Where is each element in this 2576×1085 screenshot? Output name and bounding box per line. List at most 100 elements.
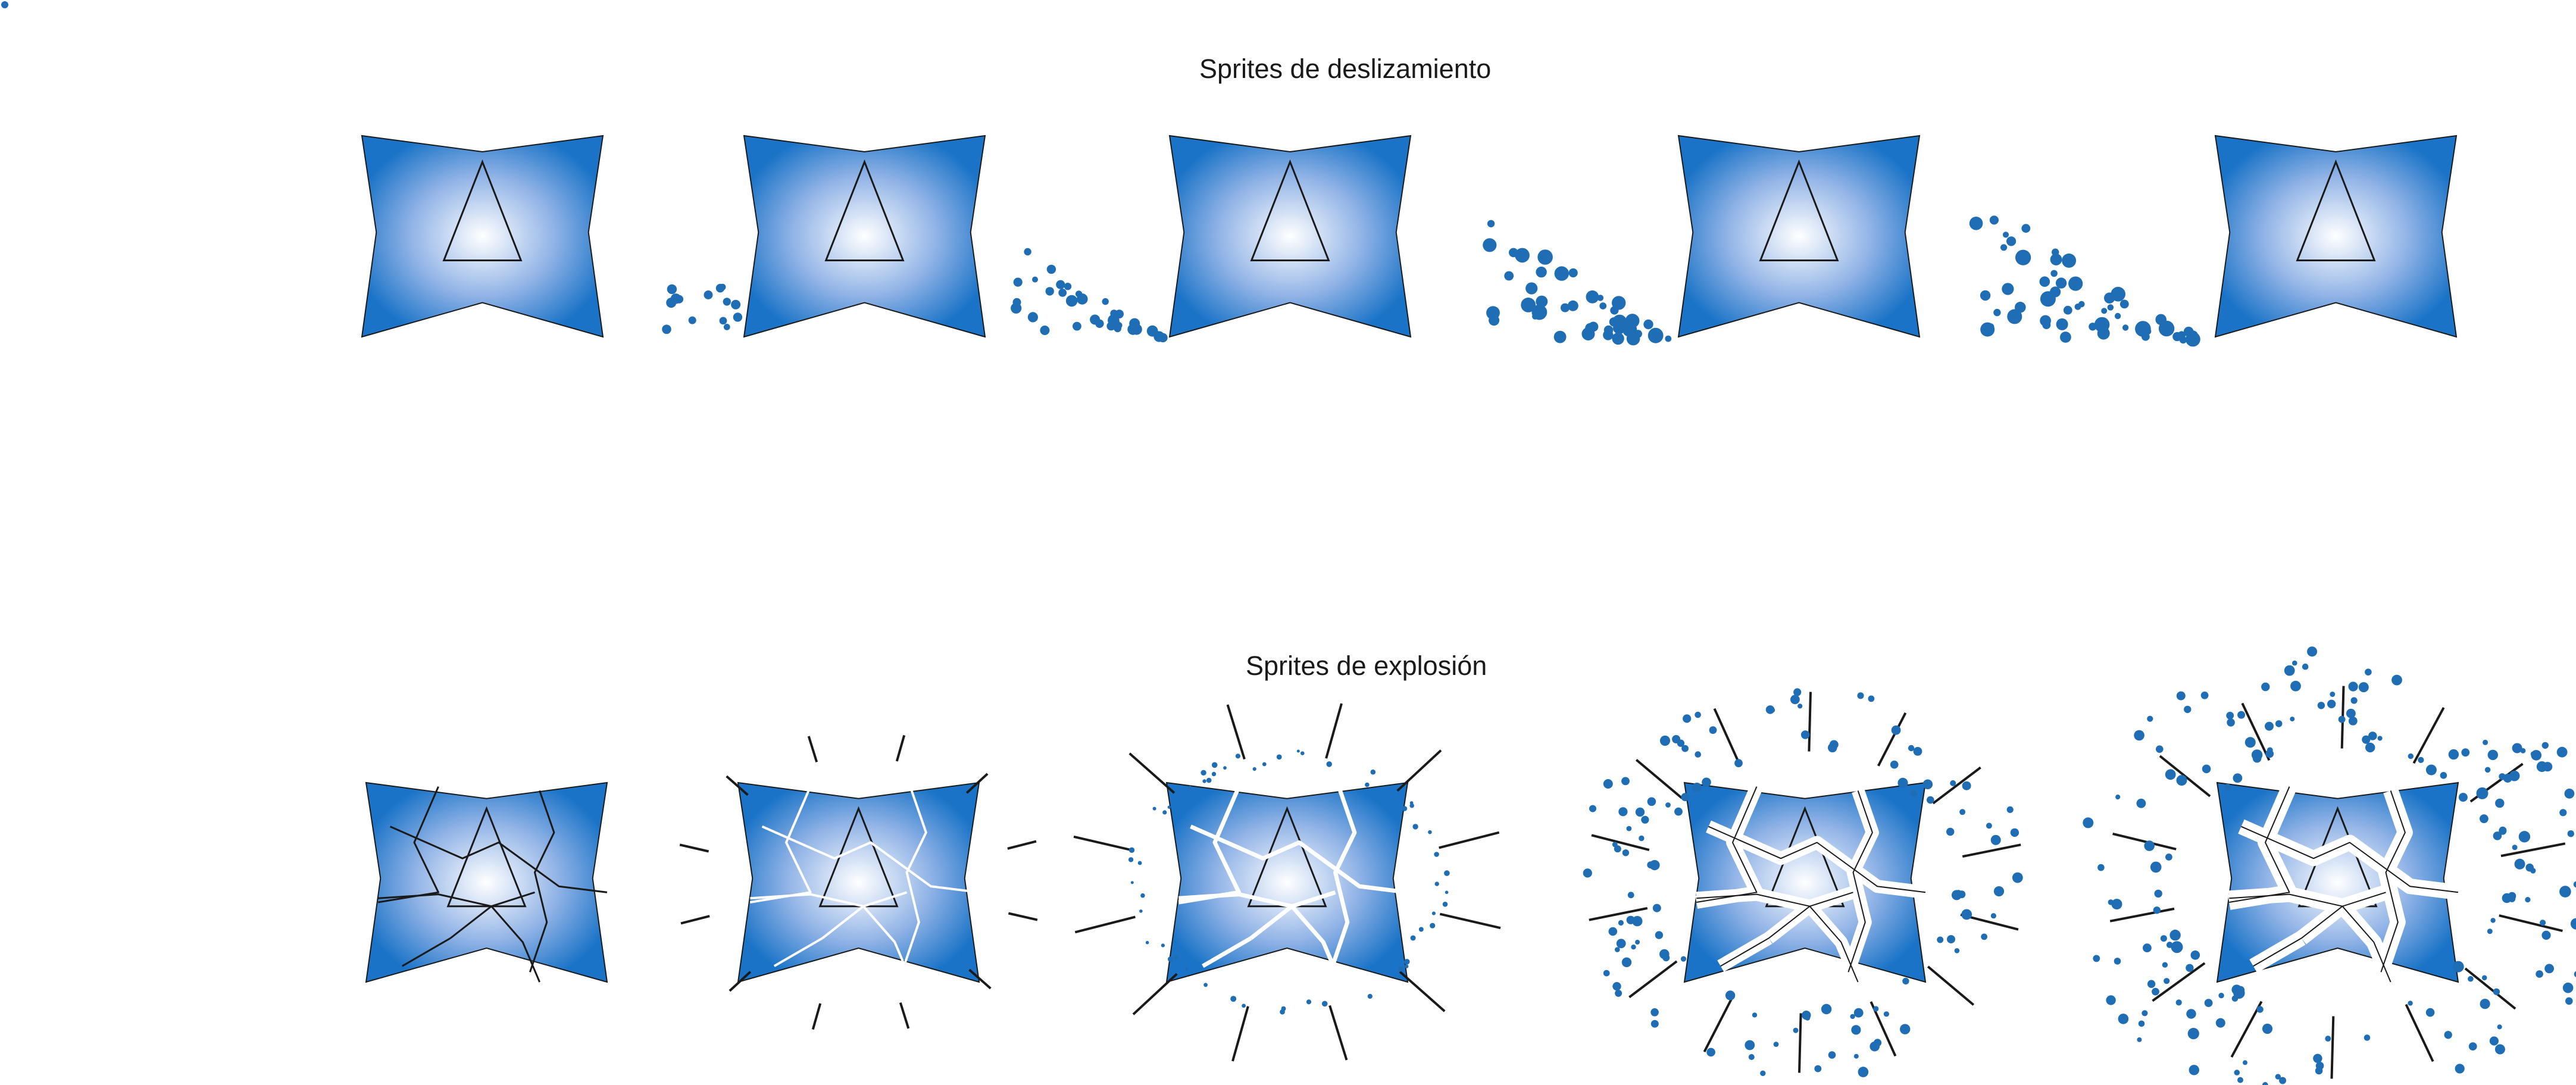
dust-particle-icon	[2101, 308, 2108, 314]
dust-particle-icon	[662, 324, 671, 334]
blast-line-icon	[679, 843, 709, 853]
blast-line-icon	[1399, 971, 1446, 1012]
dust-particle-icon	[2189, 1065, 2199, 1075]
dust-particle-icon	[1434, 852, 1439, 857]
dust-particle-icon	[1647, 327, 1664, 343]
dust-particle-icon	[2237, 1077, 2243, 1083]
dust-particle-icon	[1046, 264, 1056, 274]
dust-particle-icon	[2574, 971, 2576, 977]
crack-line	[402, 937, 451, 967]
dust-particle-icon	[1568, 268, 1578, 278]
dust-particle-icon	[1734, 759, 1743, 768]
dust-particle-icon	[2074, 304, 2081, 310]
dust-particle-icon	[1706, 1048, 1715, 1057]
dust-particle-icon	[1626, 915, 1635, 924]
dust-particle-icon	[1252, 767, 1256, 771]
dust-particle-icon	[2262, 1023, 2273, 1034]
cushion-sprite-with-triangle-icon	[1165, 781, 1409, 983]
dust-particle-icon	[2224, 783, 2231, 790]
dust-particle-icon	[1748, 1054, 1755, 1060]
dust-particle-icon	[2118, 1014, 2129, 1024]
dust-particle-icon	[2244, 737, 2256, 748]
dust-particle-icon	[667, 284, 677, 295]
dust-particle-icon	[1922, 779, 1933, 790]
dust-particle-icon	[1695, 751, 1701, 758]
dust-particle-icon	[2362, 735, 2371, 744]
blast-line-icon	[965, 773, 989, 794]
dust-particle-icon	[1961, 909, 1972, 920]
dust-particle-icon	[2338, 715, 2346, 723]
sprite-body	[1677, 135, 1921, 338]
dust-particle-icon	[1115, 309, 1124, 318]
dust-particle-icon	[2570, 918, 2576, 930]
dust-particle-icon	[1058, 289, 1067, 297]
dust-particle-icon	[1203, 983, 1208, 987]
dust-particle-icon	[2184, 705, 2192, 714]
dust-particle-icon	[2365, 742, 2375, 753]
dust-particle-icon	[2408, 753, 2414, 759]
blast-line-icon	[726, 775, 749, 796]
dust-particle-icon	[1109, 323, 1116, 330]
dust-particle-icon	[1993, 886, 2005, 897]
dust-particle-icon	[1431, 911, 1436, 915]
dust-particle-icon	[2021, 224, 2031, 233]
dust-particle-icon	[2200, 691, 2209, 699]
dust-particle-icon	[2055, 277, 2067, 289]
cushion-sprite-with-triangle-icon	[2214, 135, 2458, 338]
dust-particle-icon	[1612, 332, 1624, 345]
dust-particle-icon	[2440, 772, 2447, 779]
dust-particle-icon	[2512, 743, 2522, 753]
dust-particle-icon	[2377, 736, 2383, 741]
dust-particle-icon	[1980, 322, 1995, 337]
dust-particle-icon	[2039, 276, 2050, 287]
dust-particle-icon	[1850, 1014, 1855, 1020]
blast-line-icon	[1074, 915, 1136, 934]
cushion-sprite-with-triangle-icon	[361, 135, 604, 338]
dust-particle-icon	[2480, 814, 2489, 823]
dust-particle-icon	[1367, 993, 1373, 999]
dust-particle-icon	[1056, 280, 1065, 289]
dust-particle-icon	[1586, 290, 1599, 304]
sprite-body	[737, 781, 980, 983]
dust-particle-icon	[2290, 680, 2301, 692]
dust-particle-icon	[2458, 793, 2468, 802]
dust-particle-icon	[2111, 286, 2125, 302]
blast-line-icon	[1962, 843, 2021, 858]
dust-particle-icon	[1805, 1015, 1811, 1021]
dust-particle-icon	[2499, 827, 2507, 835]
dust-particle-icon	[2512, 845, 2518, 851]
sprite-body	[1168, 135, 1412, 338]
dust-particle-icon	[1296, 749, 1300, 753]
dust-particle-icon	[1428, 830, 1432, 834]
dust-particle-icon	[2541, 742, 2549, 749]
dust-particle-icon	[2152, 987, 2159, 996]
crack-line	[1190, 824, 1408, 895]
dust-particle-icon	[2162, 962, 2168, 968]
dust-particle-icon	[1276, 754, 1282, 760]
dust-particle-icon	[1281, 1006, 1286, 1011]
dust-particle-icon	[2391, 674, 2402, 686]
blast-line-icon	[1396, 749, 1442, 792]
dust-particle-icon	[1211, 762, 1218, 768]
dust-particle-icon	[1326, 761, 1332, 767]
dust-particle-icon	[1013, 277, 1023, 287]
sprite-body	[361, 135, 604, 338]
dust-particle-icon	[1851, 1025, 1861, 1035]
blast-line-icon	[2330, 1016, 2335, 1079]
blast-line-icon	[2412, 706, 2445, 764]
dust-particle-icon	[723, 324, 730, 330]
dust-particle-icon	[1692, 783, 1702, 793]
blast-line-icon	[1328, 1005, 1348, 1061]
sprite-body	[743, 135, 986, 338]
dust-particle-icon	[1858, 1067, 1869, 1077]
dust-particle-icon	[1262, 762, 1267, 767]
dust-particle-icon	[2364, 1034, 2371, 1041]
dust-particle-icon	[2562, 982, 2574, 993]
dust-particle-icon	[1608, 927, 1618, 936]
dust-particle-icon	[2368, 731, 2377, 740]
dust-particle-icon	[1650, 1008, 1659, 1017]
dust-particle-icon	[1624, 326, 1632, 334]
dust-particle-icon	[1959, 809, 1966, 815]
dust-particle-icon	[2050, 254, 2062, 265]
blast-line-icon	[2112, 832, 2177, 851]
